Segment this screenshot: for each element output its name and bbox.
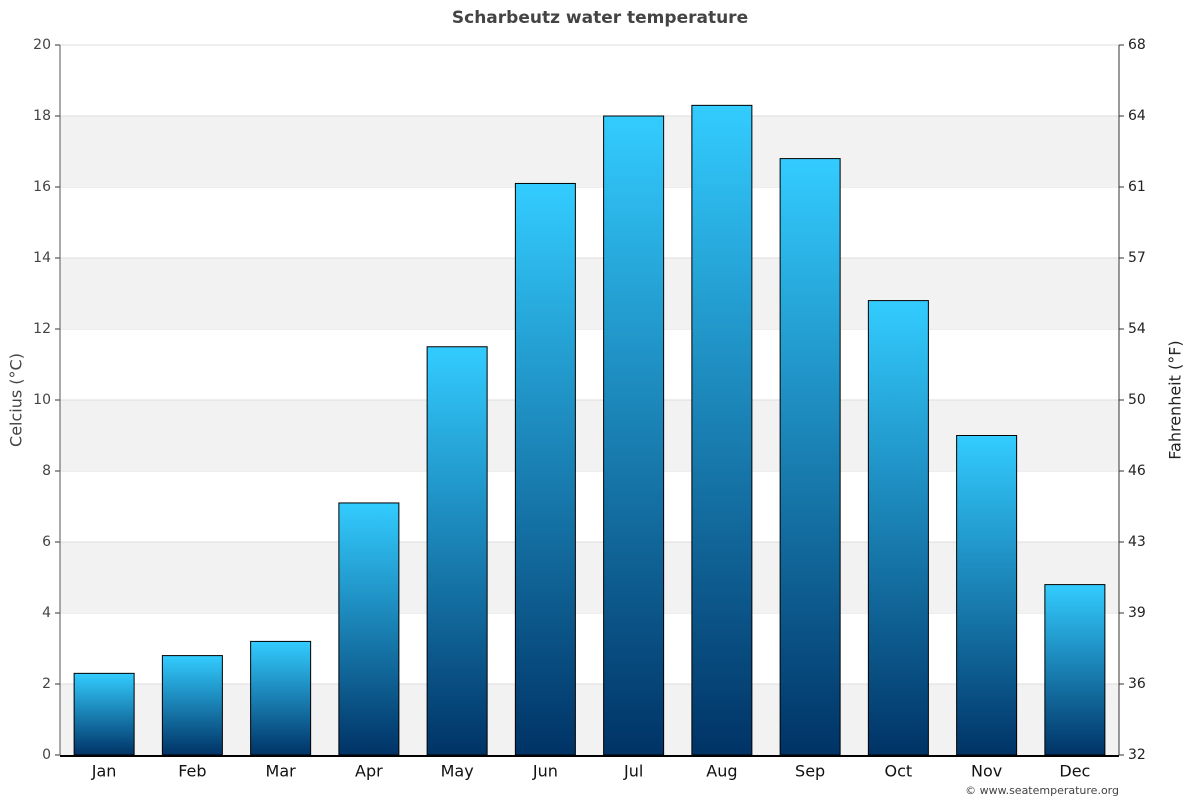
source: © www.seatemperature.org	[965, 784, 1119, 797]
y-tick-label: 10	[33, 392, 51, 408]
y-axis-label: Celcius (°C)	[7, 353, 26, 447]
y2-tick-label: 64	[1128, 108, 1146, 124]
x-tick-label: May	[441, 762, 474, 781]
bar	[338, 502, 400, 756]
bar	[73, 672, 135, 756]
bar	[779, 158, 841, 756]
grid-band	[60, 258, 1119, 329]
y2-tick-label: 43	[1128, 534, 1146, 550]
y2-axis-label: Fahrenheit (°F)	[1166, 340, 1185, 459]
bar	[691, 104, 753, 756]
y-tick-label: 14	[33, 250, 51, 266]
x-tick-label: Mar	[266, 762, 297, 781]
y-tick-label: 12	[33, 321, 51, 337]
bar	[250, 640, 312, 756]
y2-tick-label: 68	[1128, 37, 1146, 53]
y-tick-label: 2	[42, 676, 51, 692]
y-tick-label: 6	[42, 534, 51, 550]
grid-band	[60, 116, 1119, 187]
x-tick-label: Aug	[706, 762, 737, 781]
x-tick-label: Apr	[355, 762, 383, 781]
y2-tick-label: 54	[1128, 321, 1146, 337]
x-tick-label: Dec	[1059, 762, 1090, 781]
bar	[426, 346, 488, 756]
y2-tick-label: 61	[1128, 179, 1146, 195]
y2-tick-label: 32	[1128, 747, 1146, 763]
bar	[867, 300, 929, 756]
grid-band	[60, 684, 1119, 755]
bar	[603, 115, 665, 756]
y2-tick-label: 50	[1128, 392, 1146, 408]
y-tick-label: 0	[42, 747, 51, 763]
x-tick-label: Sep	[795, 762, 825, 781]
y-tick-label: 4	[42, 605, 51, 621]
y2-tick-label: 46	[1128, 463, 1146, 479]
grid-band	[60, 400, 1119, 471]
bar	[956, 435, 1018, 756]
y2-tick-label: 39	[1128, 605, 1146, 621]
x-tick-label: Nov	[971, 762, 1002, 781]
x-tick-label: Jun	[532, 762, 558, 781]
bar	[161, 655, 223, 756]
y-tick-label: 18	[33, 108, 51, 124]
grid-band	[60, 542, 1119, 613]
x-tick-label: Jul	[623, 762, 643, 781]
y-tick-label: 8	[42, 463, 51, 479]
x-tick-label: Feb	[178, 762, 206, 781]
y-tick-label: 16	[33, 179, 51, 195]
y2-tick-label: 36	[1128, 676, 1146, 692]
x-tick-label: Jan	[91, 762, 117, 781]
bar	[514, 182, 576, 756]
bar	[1044, 584, 1106, 756]
y-tick-label: 20	[33, 37, 51, 53]
chart-title: Scharbeutz water temperature	[452, 8, 748, 28]
y2-tick-label: 57	[1128, 250, 1146, 266]
x-tick-label: Oct	[885, 762, 913, 781]
